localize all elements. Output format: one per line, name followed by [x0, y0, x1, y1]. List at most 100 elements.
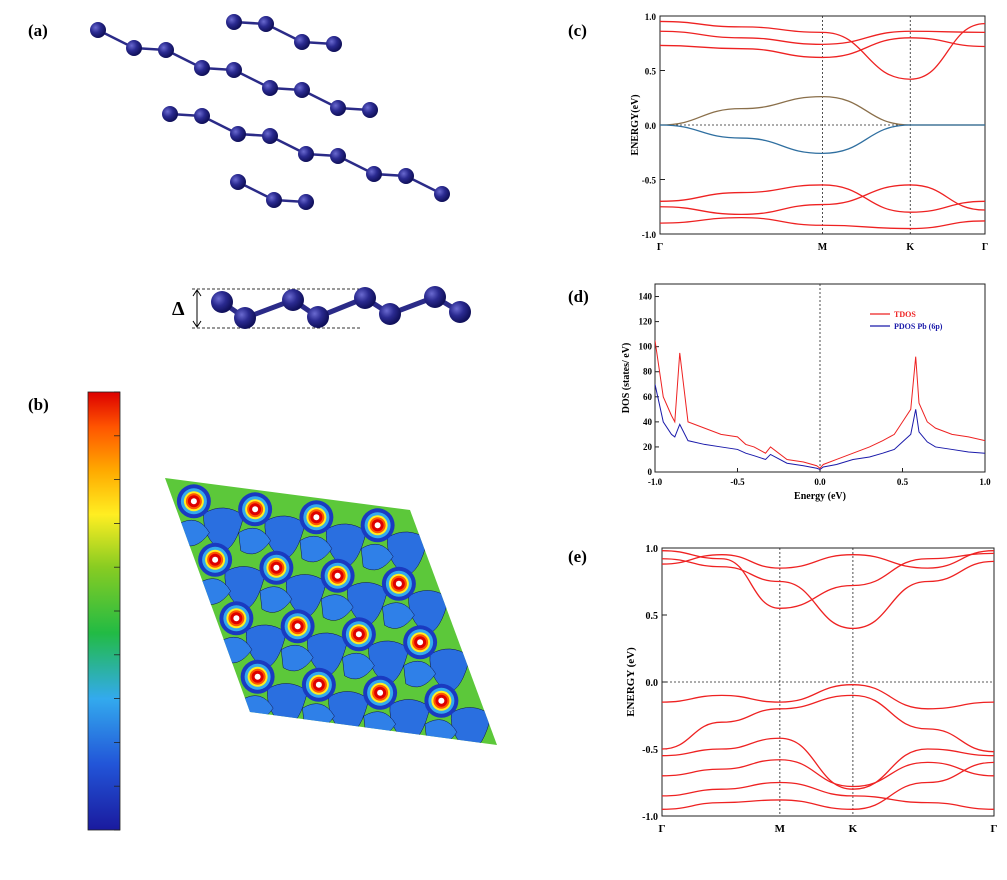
y-tick-label: 1.0	[646, 544, 659, 555]
k-point-label: K	[906, 242, 914, 253]
atom	[326, 36, 342, 52]
k-point-label: Γ	[659, 823, 666, 835]
x-axis-label: Energy (eV)	[794, 491, 846, 502]
band-line	[662, 550, 994, 569]
atom	[266, 192, 282, 208]
x-tick-label: -0.5	[730, 477, 745, 487]
atom	[194, 60, 210, 76]
k-point-label: K	[849, 823, 858, 835]
atom	[262, 80, 278, 96]
band-line	[660, 124, 985, 154]
atom	[230, 126, 246, 142]
atom	[211, 291, 233, 313]
y-tick-label: -1.0	[642, 230, 657, 240]
y-tick-label: -0.5	[642, 176, 657, 186]
atom	[449, 301, 471, 323]
atom	[234, 307, 256, 329]
x-tick-label: 0.5	[897, 477, 909, 487]
x-tick-label: 0.0	[814, 477, 826, 487]
band-line	[662, 684, 994, 710]
y-tick-label: 100	[639, 342, 653, 352]
band-line	[662, 558, 994, 630]
y-axis-label: ENERGY (eV)	[625, 647, 637, 717]
atom	[126, 40, 142, 56]
legend-entry: PDOS Pb (6p)	[894, 322, 943, 331]
y-tick-label: 40	[643, 417, 653, 427]
y-tick-label: 1.0	[645, 12, 657, 22]
x-tick-label: -1.0	[648, 477, 663, 487]
y-axis-label: DOS (states/ eV)	[621, 343, 632, 414]
y-tick-label: 0.5	[646, 611, 659, 622]
atom	[162, 106, 178, 122]
atom	[330, 148, 346, 164]
band-line	[660, 30, 985, 45]
k-point-label: M	[818, 242, 828, 253]
atom	[258, 16, 274, 32]
atom	[298, 146, 314, 162]
atom	[226, 14, 242, 30]
y-tick-label: 0.0	[646, 678, 659, 689]
atom	[262, 128, 278, 144]
atom	[307, 306, 329, 328]
atom	[362, 102, 378, 118]
band-line	[662, 737, 994, 790]
band-line	[662, 694, 994, 753]
atom	[282, 289, 304, 311]
y-tick-label: 0.0	[645, 121, 657, 131]
k-point-label: Γ	[982, 242, 988, 253]
atom	[379, 303, 401, 325]
panel-label-d: (d)	[568, 287, 589, 306]
atom	[158, 42, 174, 58]
legend: TDOS PDOS Pb (6p)	[870, 310, 943, 331]
band-line	[660, 184, 985, 213]
atom	[194, 108, 210, 124]
k-point-label: Γ	[991, 823, 998, 835]
atom	[424, 286, 446, 308]
dos-line	[655, 340, 985, 469]
y-tick-label: 0.5	[645, 67, 657, 77]
k-point-label: M	[775, 823, 786, 835]
y-tick-label: -1.0	[642, 812, 658, 823]
panel-label-e: (e)	[568, 547, 587, 566]
atom	[298, 194, 314, 210]
dos-chart: -1.0 -0.5 0.0 0.5 1.0 0 20 40 60 80 100 120 140 TDOS P…	[621, 283, 991, 502]
honeycomb-lattice	[90, 14, 450, 210]
x-tick-label: 1.0	[979, 477, 991, 487]
atom	[330, 100, 346, 116]
panel-label-a: (a)	[28, 21, 48, 40]
atom	[230, 174, 246, 190]
legend-entry: TDOS	[894, 310, 916, 319]
y-tick-label: 120	[639, 317, 653, 327]
band-line	[662, 761, 994, 810]
y-tick-label: 140	[639, 292, 653, 302]
atom	[366, 166, 382, 182]
band-line	[660, 216, 985, 230]
buckling-label: Δ	[172, 298, 185, 320]
atom	[90, 22, 106, 38]
y-axis-label: ENERGY(eV)	[630, 94, 641, 155]
buckled-side-view: Δ	[172, 286, 471, 329]
dos-line	[655, 384, 985, 471]
band-line	[660, 184, 985, 216]
atom	[294, 82, 310, 98]
band-line	[662, 550, 994, 609]
band-line	[660, 37, 985, 59]
y-tick-label: 0	[648, 467, 653, 477]
atom	[294, 34, 310, 50]
charge-density-map	[165, 478, 497, 745]
colorbar	[87, 391, 121, 831]
band-line	[662, 781, 994, 810]
atom	[398, 168, 414, 184]
k-point-label: Γ	[657, 242, 663, 253]
atom	[434, 186, 450, 202]
band-line	[662, 759, 994, 788]
panel-label-b: (b)	[28, 395, 49, 414]
atom	[354, 287, 376, 309]
atom	[226, 62, 242, 78]
band-line	[660, 20, 985, 80]
y-tick-label: 80	[643, 367, 653, 377]
y-tick-label: 20	[643, 442, 653, 452]
